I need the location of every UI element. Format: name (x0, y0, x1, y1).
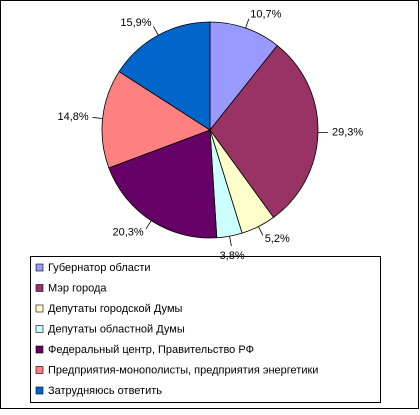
data-label: 10,7% (250, 9, 281, 21)
legend-marker (36, 387, 43, 394)
legend-label: Депутаты областной Думы (48, 323, 185, 335)
data-label: 3,8% (220, 250, 245, 262)
data-label: 15,9% (120, 17, 151, 29)
legend-marker (36, 305, 43, 312)
legend-label: Федеральный центр, Правительство РФ (48, 344, 254, 356)
data-label: 14,8% (57, 111, 88, 123)
legend-marker (36, 367, 43, 374)
legend-label: Затрудняюсь ответить (48, 385, 162, 397)
legend-marker (36, 346, 43, 353)
data-label: 29,3% (332, 127, 363, 139)
legend-marker (36, 264, 43, 271)
legend-label: Депутаты городской Думы (48, 303, 183, 315)
data-label: 5,2% (265, 233, 290, 245)
data-label: 20,3% (112, 226, 143, 238)
legend-label: Предприятия-монополисты, предприятия эне… (48, 364, 318, 376)
legend-label: Мэр города (48, 282, 107, 294)
legend-marker (36, 326, 43, 333)
legend-label: Губернатор области (48, 262, 151, 274)
legend-marker (36, 285, 43, 292)
